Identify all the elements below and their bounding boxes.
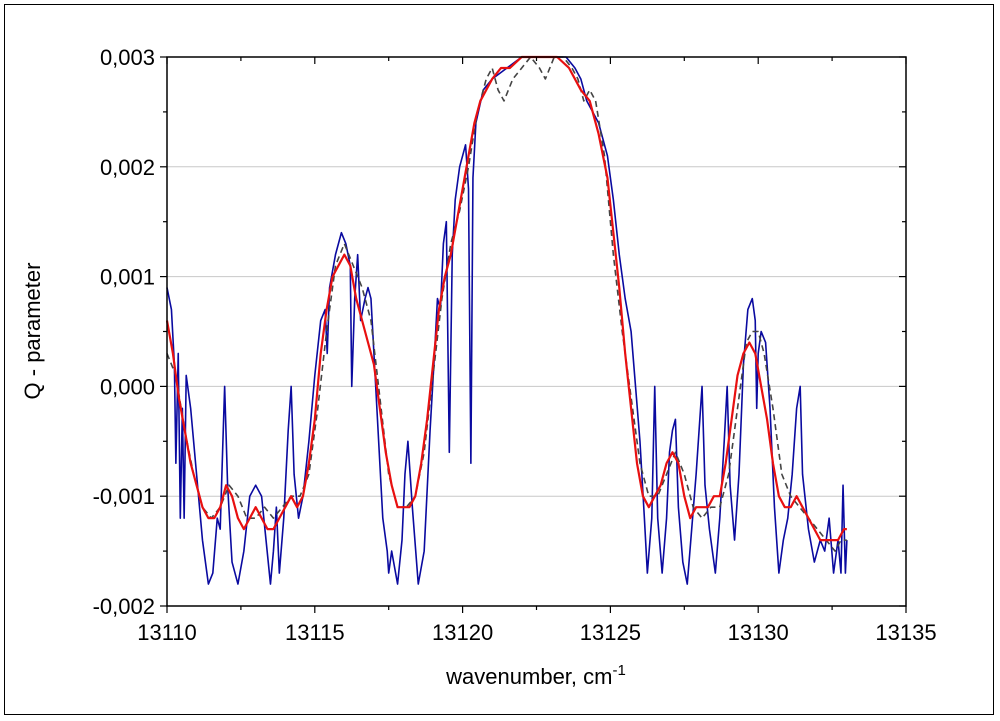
y-tick-label: -0,002 — [93, 594, 155, 619]
x-tick-label: 13125 — [580, 620, 641, 645]
y-tick-label: 0,003 — [100, 45, 155, 70]
series-line-dashed — [166, 56, 847, 552]
tick-labels: -0,002 -0,001 0,000 0,001 0,002 0,003 13110 131… — [93, 45, 937, 645]
series-layer — [165, 55, 848, 585]
x-tick-label: 13120 — [432, 620, 493, 645]
chart-frame — [4, 4, 994, 715]
x-tick-label: 13115 — [285, 620, 345, 645]
y-tick-label: -0,001 — [93, 484, 155, 509]
y-tick-label: 0,000 — [100, 374, 155, 399]
y-axis-label: Q - parameter — [20, 263, 45, 400]
y-tick-label: 0,001 — [100, 265, 155, 290]
axis-ticks — [160, 56, 907, 613]
x-tick-label: 13135 — [875, 620, 936, 645]
series-line-red — [165, 55, 847, 542]
x-axis-label: wavenumber, cm-1 — [445, 662, 626, 689]
x-axis-label-superscript: -1 — [612, 662, 625, 679]
x-tick-label: 13110 — [137, 620, 197, 645]
gridlines — [167, 166, 906, 497]
y-tick-label: 0,002 — [100, 155, 155, 180]
x-tick-label: 13130 — [728, 620, 789, 645]
series-line-blue — [166, 56, 848, 585]
